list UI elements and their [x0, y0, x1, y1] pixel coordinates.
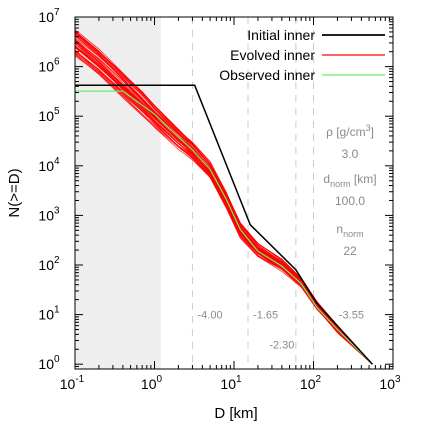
- legend-label: Initial inner: [247, 27, 315, 43]
- y-tick-exponent: 1: [54, 305, 60, 316]
- dashed-lines: [191, 17, 314, 369]
- x-tick-label: 101: [220, 374, 242, 392]
- x-tick-exponent: 2: [316, 374, 322, 385]
- x-axis-label: D [km]: [214, 405, 257, 422]
- y-tick-label: 107: [38, 7, 60, 25]
- y-tick-label: 104: [38, 156, 60, 174]
- param-density-value: 3.0: [342, 147, 359, 161]
- y-tick-label: 100: [38, 354, 60, 372]
- param-dnorm-value: 100.0: [335, 194, 365, 208]
- param-nnorm-label: nnorm: [336, 222, 363, 239]
- x-tick-exponent: -1: [75, 374, 84, 385]
- y-tick-exponent: 6: [54, 57, 60, 68]
- legend: Initial inner Evolved inner Observed inner: [219, 27, 385, 83]
- x-tick-exponent: 1: [236, 374, 242, 385]
- slope-label: -4.00: [198, 310, 223, 322]
- slope-label: -1.65: [253, 310, 278, 322]
- series-lines: [74, 29, 373, 365]
- slope-labels: -4.00 -1.65 -2.30 -3.55: [198, 310, 364, 352]
- x-tick-label: 103: [379, 374, 401, 392]
- y-tick-label: 102: [38, 255, 60, 273]
- y-tick-exponent: 4: [54, 156, 60, 167]
- y-tick-exponent: 3: [54, 205, 60, 216]
- x-tick-label: 102: [300, 374, 322, 392]
- param-nnorm-value: 22: [343, 244, 357, 258]
- x-tick-exponent: 0: [157, 374, 163, 385]
- observed-inner-line: [75, 90, 373, 365]
- y-tick-label: 105: [38, 106, 60, 124]
- param-density-label: ρ [g/cm3]: [326, 123, 374, 139]
- x-tick-exponent: 3: [395, 374, 401, 385]
- y-tick-label: 103: [38, 205, 60, 223]
- y-tick-exponent: 5: [54, 106, 60, 117]
- y-tick-exponent: 2: [54, 255, 60, 266]
- param-dnorm-label: dnorm [km]: [323, 172, 376, 189]
- y-tick-label: 106: [38, 57, 60, 75]
- y-tick-exponent: 7: [54, 7, 60, 18]
- y-tick-label: 101: [38, 305, 60, 323]
- legend-label: Observed inner: [219, 67, 315, 83]
- legend-label: Evolved inner: [230, 47, 315, 63]
- y-tick-exponent: 0: [54, 354, 60, 365]
- x-tick-label: 10-1: [60, 374, 85, 392]
- initial-inner-line: [75, 84, 373, 365]
- plot-area: 10-1 100 101 102 103100101102103104105106107…: [38, 7, 401, 392]
- y-axis-label: N(>=D): [6, 168, 23, 217]
- x-tick-label: 100: [141, 374, 163, 392]
- slope-label: -3.55: [339, 310, 364, 322]
- slope-label: -2.30: [269, 339, 294, 351]
- parameter-annotations: ρ [g/cm3] 3.0 dnorm [km] 100.0 nnorm 22: [323, 123, 376, 258]
